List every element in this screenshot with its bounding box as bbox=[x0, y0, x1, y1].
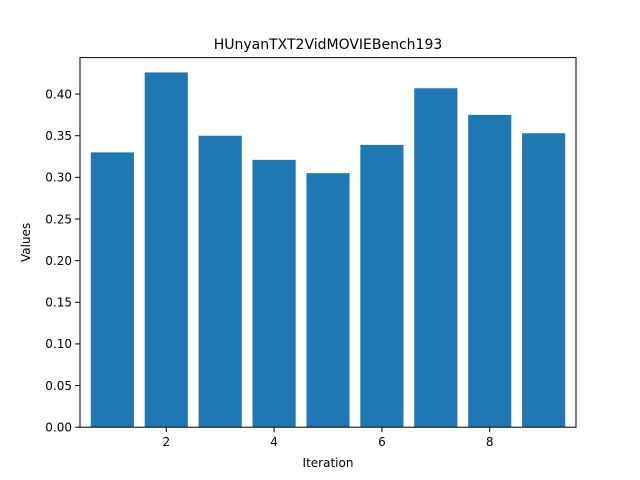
bar-5 bbox=[306, 173, 350, 428]
bar-1 bbox=[90, 152, 134, 428]
y-tick-label: 0.10 bbox=[45, 337, 72, 351]
bar-7 bbox=[414, 88, 458, 428]
y-tick-label: 0.00 bbox=[45, 421, 72, 435]
y-tick-label: 0.20 bbox=[45, 254, 72, 268]
bar-2 bbox=[144, 72, 188, 428]
x-ticks-group: 2 4 6 8 bbox=[162, 427, 494, 449]
x-tick-label: 2 bbox=[162, 435, 170, 449]
y-tick-label: 0.30 bbox=[45, 171, 72, 185]
bar-4 bbox=[252, 159, 296, 428]
plot-frame bbox=[79, 57, 577, 428]
y-ticks-group: 0.00 0.05 0.10 0.15 0.20 0.25 0.30 0.35 0.40 bbox=[45, 87, 80, 435]
bar-6 bbox=[360, 144, 404, 428]
x-tick-label: 6 bbox=[378, 435, 386, 449]
y-tick-label: 0.35 bbox=[45, 129, 72, 143]
bar-3 bbox=[198, 135, 242, 428]
y-axis-label: Values bbox=[19, 223, 33, 262]
y-tick-label: 0.15 bbox=[45, 296, 72, 310]
y-tick-label: 0.05 bbox=[45, 379, 72, 393]
bar-9 bbox=[522, 133, 566, 428]
chart-title: HUnyanTXT2VidMOVIEBench193 bbox=[214, 37, 443, 53]
y-tick-label: 0.25 bbox=[45, 212, 72, 226]
x-axis-label: Iteration bbox=[303, 456, 354, 470]
bar-8 bbox=[468, 114, 512, 428]
y-tick-label: 0.40 bbox=[45, 87, 72, 101]
x-tick-label: 4 bbox=[270, 435, 278, 449]
x-tick-label: 8 bbox=[486, 435, 494, 449]
bars-group bbox=[90, 72, 566, 428]
